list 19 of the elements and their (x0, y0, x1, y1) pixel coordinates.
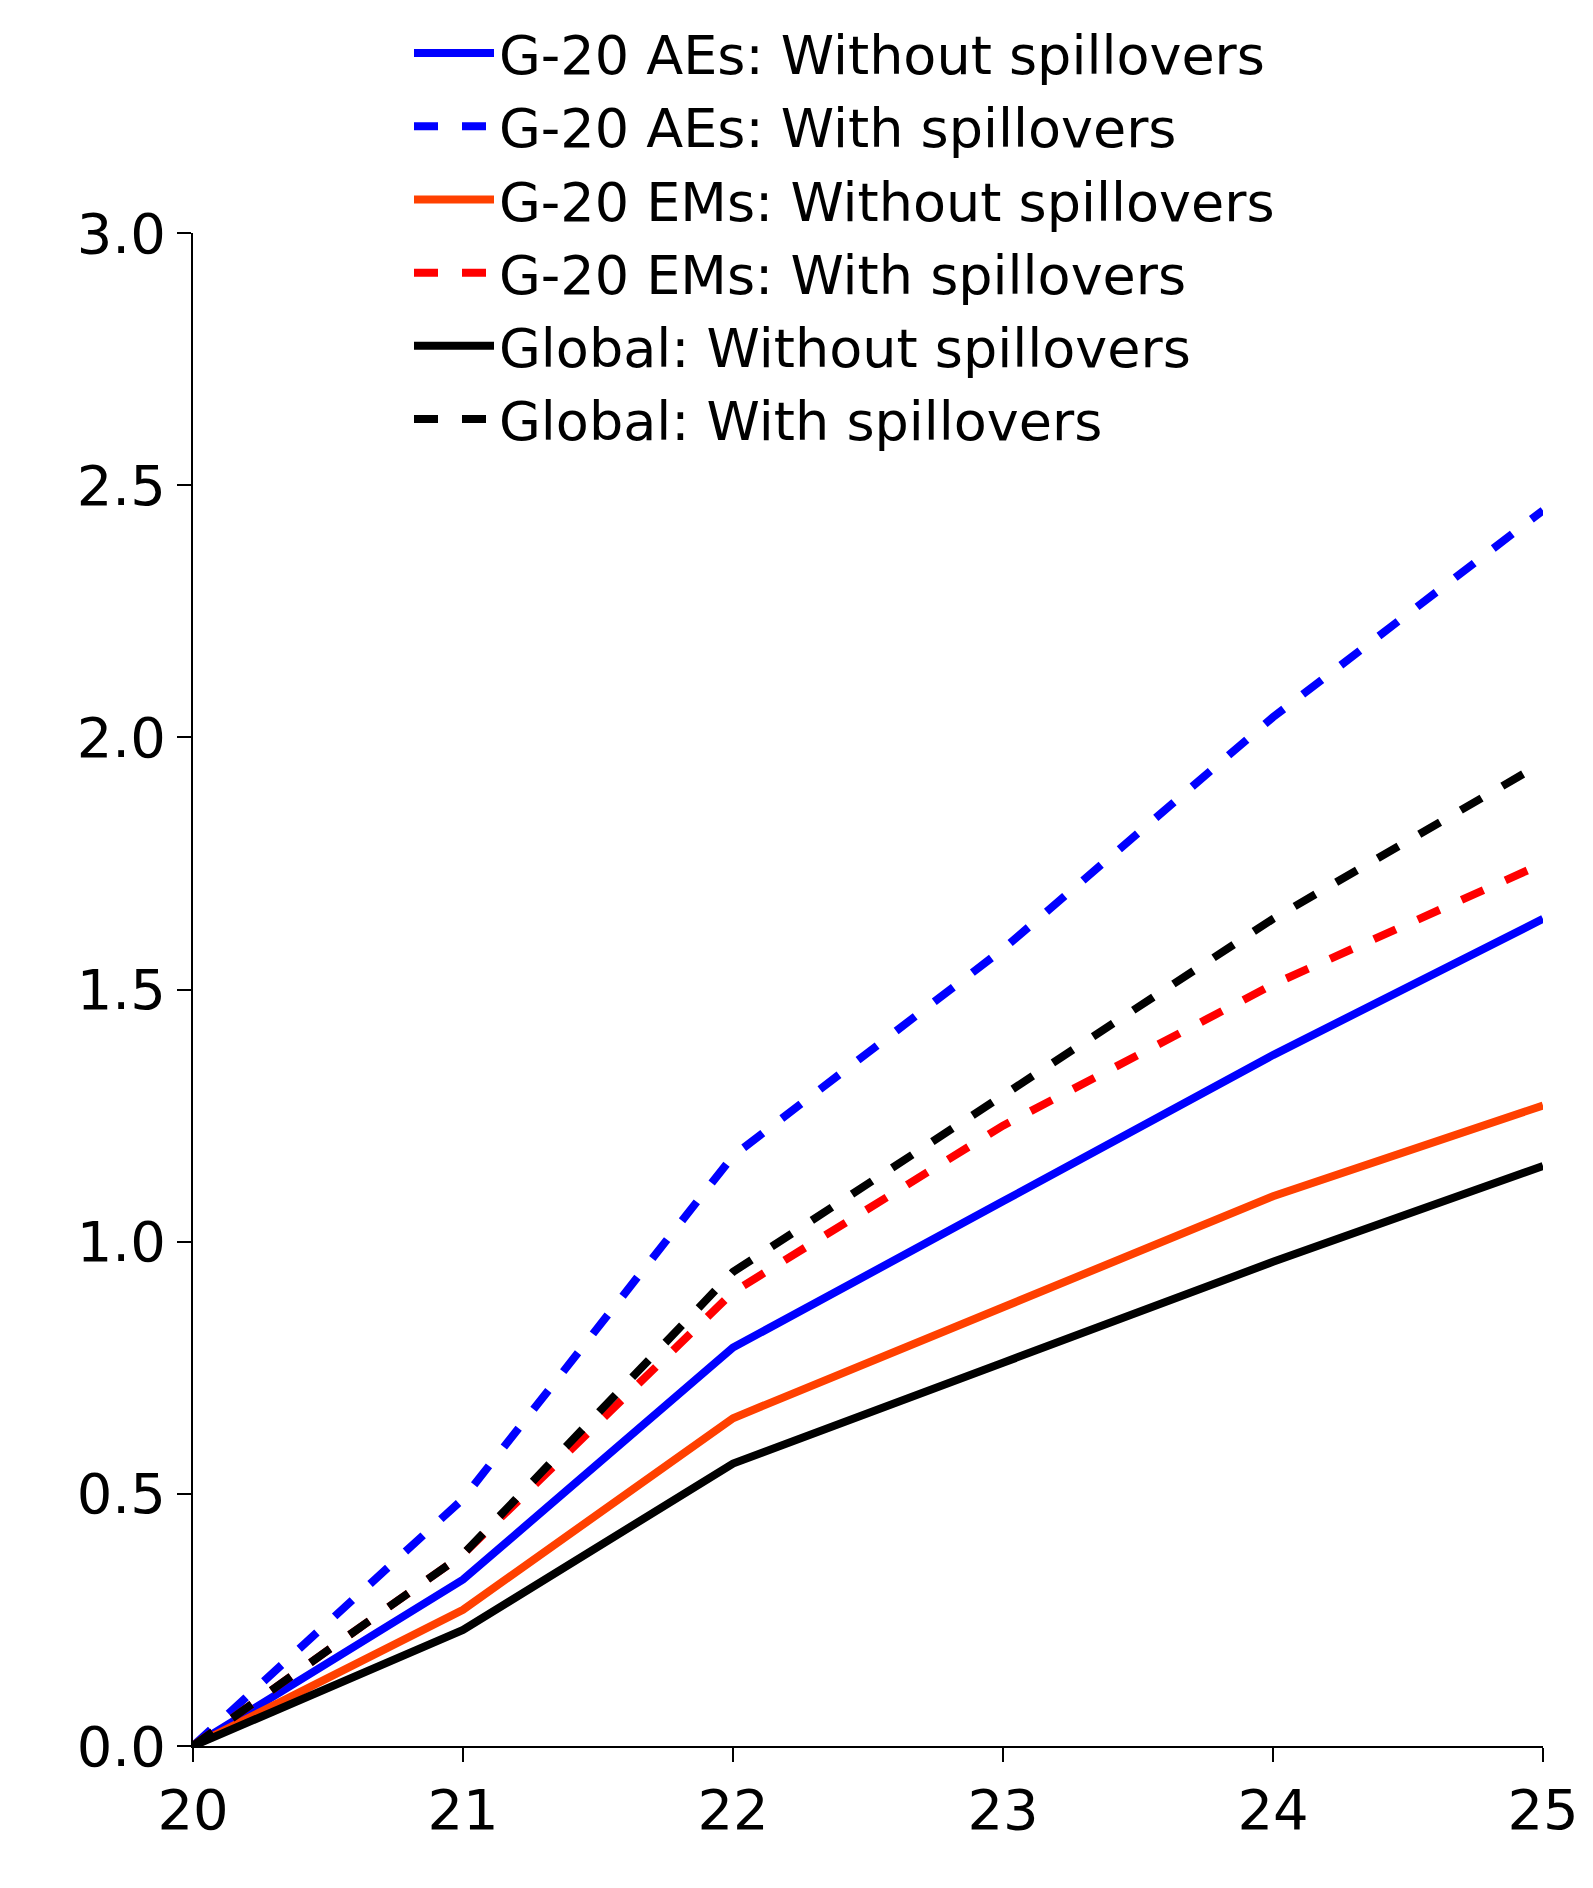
x-tick-label: 21 (427, 1777, 499, 1843)
legend-label: G-20 EMs: Without spillovers (499, 170, 1275, 234)
legend-label: Global: With spillovers (499, 390, 1103, 454)
y-tick-label: 0.0 (76, 1713, 166, 1779)
x-tick-label: 22 (697, 1777, 769, 1843)
y-tick-label: 2.0 (76, 704, 166, 770)
y-tick-label: 1.5 (76, 957, 166, 1023)
y-tick-label: 2.5 (76, 452, 166, 518)
legend-label: G-20 AEs: Without spillovers (499, 24, 1265, 88)
x-tick-label: 20 (157, 1777, 229, 1843)
y-tick-label: 0.5 (76, 1461, 166, 1527)
legend-label: G-20 EMs: With spillovers (499, 243, 1187, 307)
y-tick-label: 1.0 (76, 1209, 166, 1275)
y-tick-label: 3.0 (76, 200, 166, 266)
x-tick-label: 24 (1237, 1777, 1309, 1843)
x-tick-label: 25 (1507, 1777, 1579, 1843)
legend-label: Global: Without spillovers (499, 316, 1191, 380)
legend-label: G-20 AEs: With spillovers (499, 97, 1177, 161)
x-tick-label: 23 (967, 1777, 1039, 1843)
